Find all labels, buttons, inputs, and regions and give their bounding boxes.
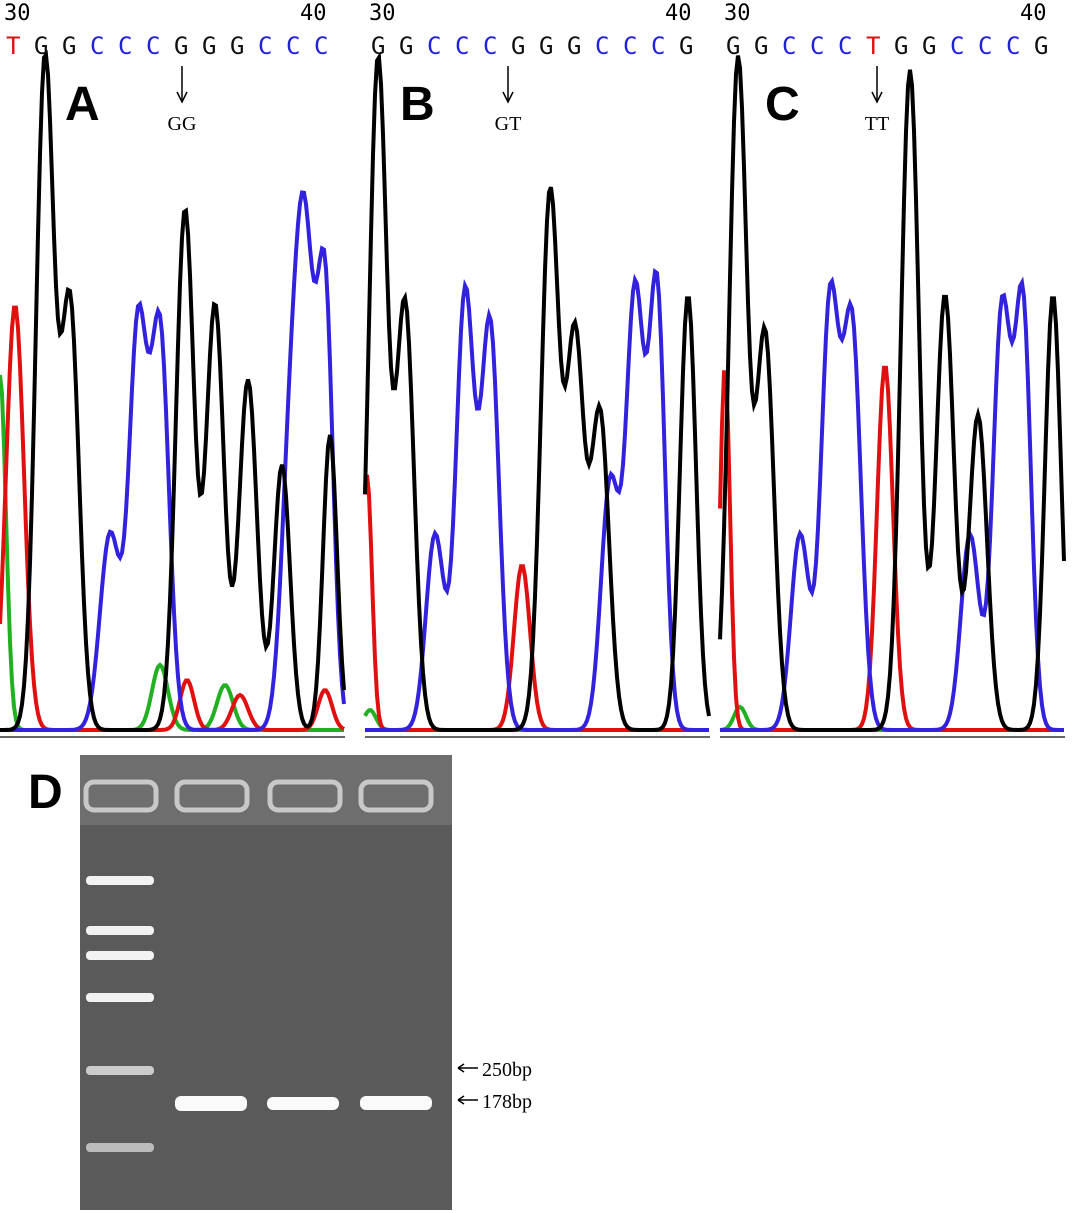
trace [720,276,1064,732]
position-number: 40 [1020,1,1047,26]
base-call: G [202,32,216,60]
gel-image [80,755,452,1210]
base-call: C [838,32,852,60]
genotype: TT [865,113,889,135]
position-number: 40 [665,1,692,26]
position-number: 40 [300,1,327,26]
base-call: C [810,32,824,60]
position-number: 30 [4,1,31,26]
trace [363,51,711,732]
base-call: C [651,32,665,60]
position-number: 30 [724,1,751,26]
position-number: 30 [369,1,396,26]
base-call: G [34,32,48,60]
base-call: G [511,32,525,60]
base-call: G [922,32,936,60]
base-call: C [623,32,637,60]
base-call: G [726,32,740,60]
base-call: C [118,32,132,60]
base-call: C [146,32,160,60]
base-call: C [483,32,497,60]
panel-label: C [765,78,800,131]
base-call: C [1006,32,1020,60]
marker-label: 178bp [482,1091,532,1113]
base-call: C [258,32,272,60]
base-call: G [894,32,908,60]
base-call: G [399,32,413,60]
base-call: C [427,32,441,60]
base-call: G [371,32,385,60]
base-call: G [754,32,768,60]
base-call: G [567,32,581,60]
marker-label: 250bp [482,1059,532,1081]
wells [83,779,434,813]
panel-label: A [65,78,100,131]
base-call: C [782,32,796,60]
trace [0,49,346,732]
panel-label: B [400,78,435,131]
marker-arrows [457,1063,478,1105]
base-call: C [455,32,469,60]
base-call: C [978,32,992,60]
base-call: G [539,32,553,60]
base-call: T [866,32,880,60]
arrow-head [176,91,188,104]
arrow-head [502,91,514,104]
base-call: C [90,32,104,60]
gel-top [80,755,452,825]
sample-bands [175,1096,432,1111]
genotype: GT [495,113,522,135]
base-call: G [230,32,244,60]
genotype: GG [168,113,197,135]
arrow-head [871,91,883,104]
base-call: G [679,32,693,60]
base-call: C [950,32,964,60]
ladder-bands [86,876,154,1152]
base-call: G [62,32,76,60]
base-call: C [286,32,300,60]
panel-label: D [28,766,63,819]
trace [718,55,1066,733]
base-call: C [595,32,609,60]
base-call: T [6,32,20,60]
base-call: C [314,32,328,60]
base-call: G [174,32,188,60]
base-call: G [1034,32,1048,60]
